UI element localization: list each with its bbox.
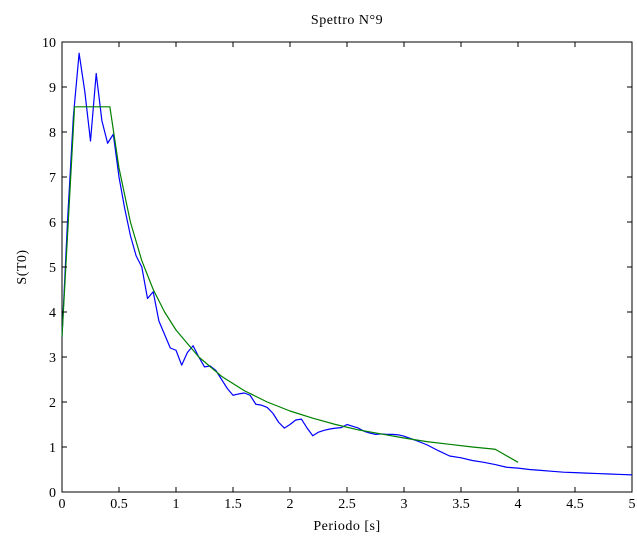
series-layer — [61, 52, 633, 476]
y-tick-label: 3 — [49, 351, 56, 366]
y-axis-title: S(T0) — [15, 249, 30, 284]
y-tick-label: 1 — [49, 441, 56, 456]
x-tick-label: 4.5 — [566, 497, 584, 512]
y-tick-label: 9 — [49, 81, 56, 96]
x-tick-label: 2.5 — [338, 497, 356, 512]
y-tick-label: 6 — [49, 216, 56, 231]
x-tick-label: 3.5 — [452, 497, 470, 512]
x-tick-label: 4 — [515, 497, 522, 512]
y-tick-label: 7 — [49, 171, 56, 186]
ticks-layer: 0 0.5 1 1.5 2 2.5 3 3.5 4 4.5 5 0 1 2 3 4 5 6 7 8 9 10 — [42, 36, 636, 512]
chart-title: Spettro N°9 — [311, 13, 383, 28]
labels-layer: Spettro N°9 Periodo [s] S(T0) — [15, 13, 383, 534]
y-tick-label: 0 — [49, 486, 56, 501]
x-tick-label: 2 — [287, 497, 294, 512]
y-tick-label: 4 — [49, 306, 56, 321]
y-tick-label: 5 — [49, 261, 56, 276]
x-tick-label: 1 — [173, 497, 180, 512]
series-line-1 — [61, 52, 633, 476]
x-axis-title: Periodo [s] — [313, 519, 380, 534]
series-line-2 — [61, 106, 519, 463]
y-tick-label: 2 — [49, 396, 56, 411]
y-tick-label: 8 — [49, 126, 56, 141]
x-tick-label: 0 — [59, 497, 66, 512]
x-tick-label: 1.5 — [224, 497, 242, 512]
x-tick-label: 0.5 — [110, 497, 128, 512]
x-tick-label: 3 — [401, 497, 408, 512]
x-tick-label: 5 — [629, 497, 636, 512]
y-tick-label: 10 — [42, 36, 56, 51]
